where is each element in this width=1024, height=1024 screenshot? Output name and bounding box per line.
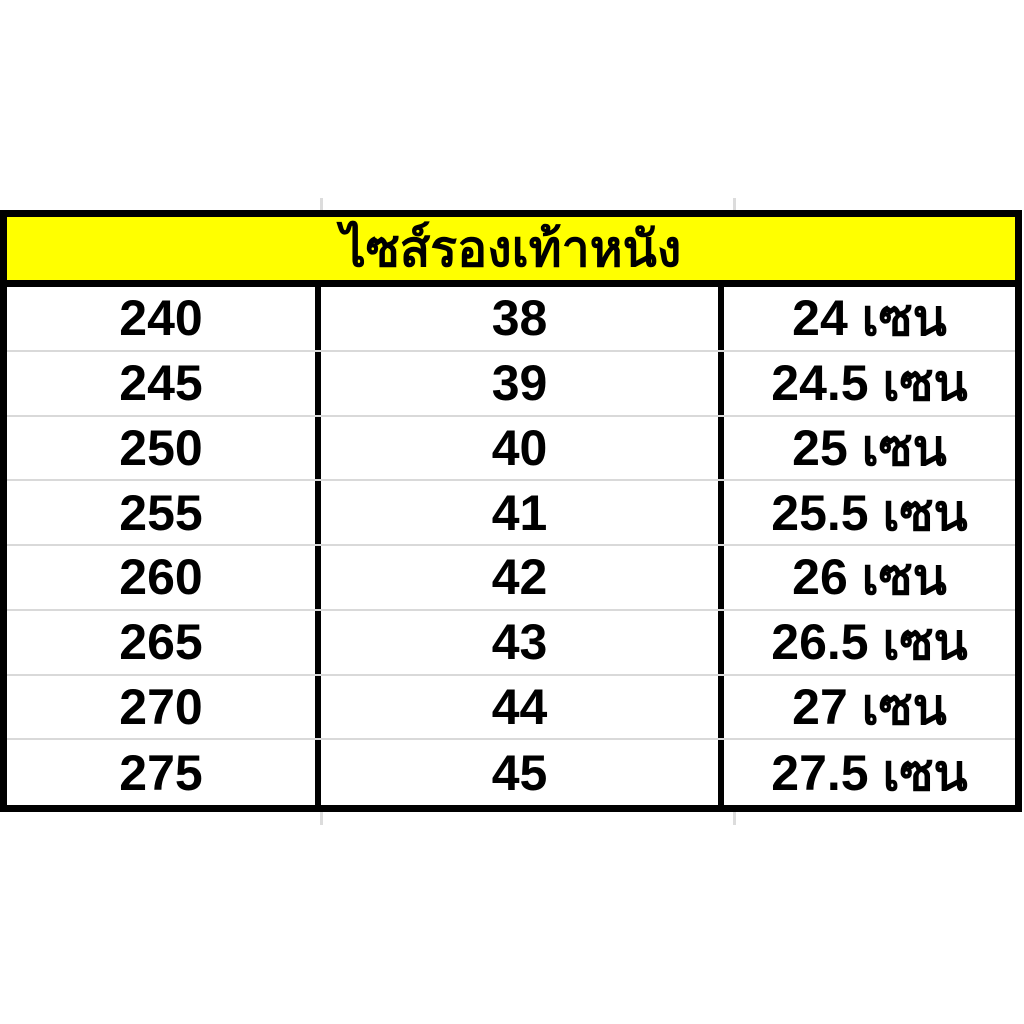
cell-size-cm: 25.5 เซน [718,481,1015,544]
cell-size-eu: 41 [315,481,718,544]
table-title: ไซส์รองเท้าหนัง [340,220,682,277]
table-row: 250 40 25 เซน [7,416,1015,482]
cell-size-eu: 45 [315,740,718,805]
cell-size-mm: 260 [119,549,203,606]
cell-size-mm: 240 [119,290,203,347]
gridline-stub [320,812,323,825]
cell-size-mm: 275 [119,744,203,801]
cell-size-eu: 40 [315,416,718,480]
cell-size-eu: 44 [315,675,718,739]
gridline-stub [733,812,736,825]
cell-size-eu: 42 [315,546,718,609]
cell-size-mm: 255 [119,484,203,541]
table-row: 270 44 27 เซน [7,675,1015,741]
cell-size-mm: 265 [119,614,203,671]
cell-size-eu: 38 [315,287,718,350]
cell-size-cm: 25 เซน [718,416,1015,480]
cell-size-mm: 270 [119,678,203,735]
cell-size-cm: 27 เซน [718,675,1015,739]
cell-size-cm: 27.5 เซน [718,740,1015,805]
table-body: 240 38 24 เซน 245 39 24.5 เซน 250 40 25 … [7,287,1015,805]
shoe-size-table: ไซส์รองเท้าหนัง 240 38 24 เซน 245 39 24.… [0,210,1022,812]
table-row: 240 38 24 เซน [7,287,1015,352]
gridline-stub [320,198,323,210]
cell-size-mm: 245 [119,355,203,412]
cell-size-eu: 43 [315,610,718,674]
table-row: 260 42 26 เซน [7,546,1015,611]
cell-size-cm: 26 เซน [718,546,1015,609]
gridline-stub [733,198,736,210]
table-row: 245 39 24.5 เซน [7,351,1015,417]
cell-size-cm: 24.5 เซน [718,351,1015,415]
table-row: 255 41 25.5 เซน [7,481,1015,546]
cell-size-mm: 250 [119,419,203,476]
table-row: 265 43 26.5 เซน [7,610,1015,676]
table-header: ไซส์รองเท้าหนัง [7,217,1015,287]
cell-size-cm: 26.5 เซน [718,610,1015,674]
cell-size-cm: 24 เซน [718,287,1015,350]
cell-size-eu: 39 [315,351,718,415]
table-row: 275 45 27.5 เซน [7,740,1015,805]
